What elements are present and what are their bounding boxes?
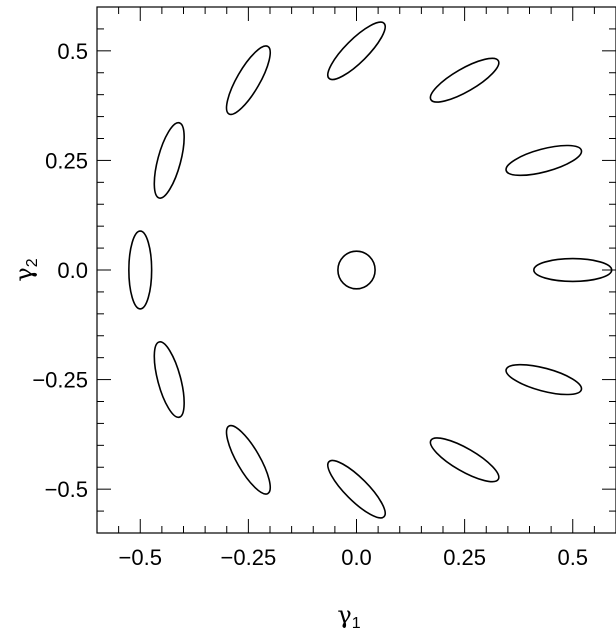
x-tick-label: −0.5 <box>119 545 162 570</box>
x-axis-subscript: 1 <box>352 615 361 632</box>
x-tick-label: 0.5 <box>557 545 588 570</box>
ellipse-marker <box>505 144 583 177</box>
y-axis-symbol: γ <box>10 267 38 281</box>
x-axis-label: γ1 <box>337 601 360 632</box>
ellipse-marker <box>337 250 376 290</box>
y-tick-label: −0.5 <box>45 477 88 502</box>
tick-labels: −0.5 −0.25 0.0 0.25 0.5 0.5 0.25 0.0 −0.25 −0.5 <box>32 39 588 570</box>
y-tick-label: 0.25 <box>45 148 88 173</box>
y-tick-label: 0.5 <box>57 39 88 64</box>
ellipse-marker <box>429 57 500 103</box>
ellipse-markers <box>128 21 613 519</box>
x-tick-label: 0.25 <box>443 545 486 570</box>
x-tick-label: 0.0 <box>341 545 372 570</box>
ellipse-marker <box>153 341 185 419</box>
ellipse-marker <box>429 437 500 483</box>
axis-ticks <box>97 7 616 533</box>
x-tick-label: −0.25 <box>221 545 277 570</box>
x-axis-symbol: γ <box>337 601 351 629</box>
ellipse-marker <box>327 21 386 81</box>
ellipse-marker <box>533 257 613 283</box>
ellipse-marker <box>505 363 583 396</box>
plot-frame <box>96 6 616 534</box>
y-axis-label: γ2 <box>10 258 41 281</box>
ellipse-marker <box>128 230 153 310</box>
ellipse-marker <box>225 45 271 116</box>
ellipse-marker <box>225 424 271 495</box>
y-tick-label: −0.25 <box>32 368 88 393</box>
y-axis-subscript: 2 <box>24 258 41 267</box>
ellipse-marker <box>153 121 185 199</box>
ellipse-marker <box>327 459 386 519</box>
y-tick-label: 0.0 <box>57 258 88 283</box>
